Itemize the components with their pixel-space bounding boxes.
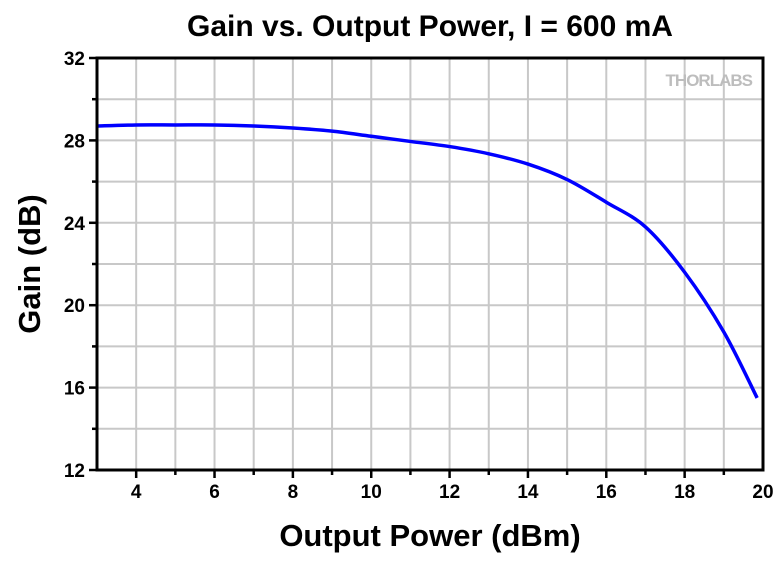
x-tick-label: 8 [288,482,299,503]
y-tick-label: 24 [64,214,86,235]
x-tick-label: 10 [361,482,382,503]
x-tick-label: 18 [674,482,695,503]
x-tick-label: 16 [596,482,617,503]
x-tick-label: 4 [131,482,142,503]
axis-ticks: 4 6 8 10 12 14 16 18 20 12 16 20 24 28 32 [64,49,774,503]
x-tick-label: 14 [517,482,539,503]
y-tick-label: 20 [64,296,85,317]
y-tick-label: 12 [64,461,85,482]
watermark-logo: THORLABS [666,71,753,90]
y-axis-label: Gain (dB) [12,194,47,334]
y-tick-label: 32 [64,49,85,70]
grid [97,58,763,470]
x-tick-label: 20 [752,482,773,503]
x-tick-label: 12 [439,482,460,503]
y-tick-label: 28 [64,131,85,152]
y-tick-label: 16 [64,379,85,400]
x-axis-label: Output Power (dBm) [279,518,580,553]
chart-title: Gain vs. Output Power, I = 600 mA [187,10,673,43]
series-line-gain [96,123,759,399]
x-tick-label: 6 [209,482,220,503]
